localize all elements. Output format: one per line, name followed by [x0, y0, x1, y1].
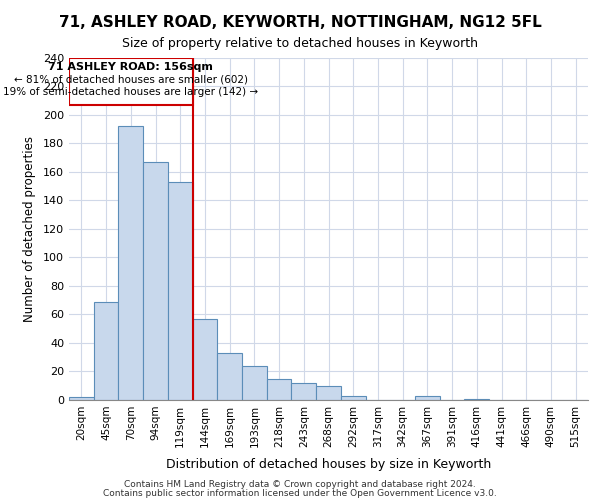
Bar [341, 396, 365, 400]
Bar [292, 383, 316, 400]
Bar [168, 182, 193, 400]
Text: 71 ASHLEY ROAD: 156sqm: 71 ASHLEY ROAD: 156sqm [49, 62, 213, 72]
Bar [118, 126, 143, 400]
Text: Contains public sector information licensed under the Open Government Licence v3: Contains public sector information licen… [103, 489, 497, 498]
Text: Contains HM Land Registry data © Crown copyright and database right 2024.: Contains HM Land Registry data © Crown c… [124, 480, 476, 489]
Bar [94, 302, 118, 400]
Text: Size of property relative to detached houses in Keyworth: Size of property relative to detached ho… [122, 38, 478, 51]
X-axis label: Distribution of detached houses by size in Keyworth: Distribution of detached houses by size … [166, 458, 491, 471]
Bar [217, 353, 242, 400]
Bar [143, 162, 168, 400]
Bar [193, 318, 217, 400]
Bar [464, 398, 489, 400]
Bar [69, 58, 193, 104]
Text: 71, ASHLEY ROAD, KEYWORTH, NOTTINGHAM, NG12 5FL: 71, ASHLEY ROAD, KEYWORTH, NOTTINGHAM, N… [59, 15, 541, 30]
Bar [316, 386, 341, 400]
Bar [267, 378, 292, 400]
Y-axis label: Number of detached properties: Number of detached properties [23, 136, 36, 322]
Bar [69, 397, 94, 400]
Bar [415, 396, 440, 400]
Bar [242, 366, 267, 400]
Text: 19% of semi-detached houses are larger (142) →: 19% of semi-detached houses are larger (… [3, 88, 259, 98]
Text: ← 81% of detached houses are smaller (602): ← 81% of detached houses are smaller (60… [14, 74, 248, 85]
